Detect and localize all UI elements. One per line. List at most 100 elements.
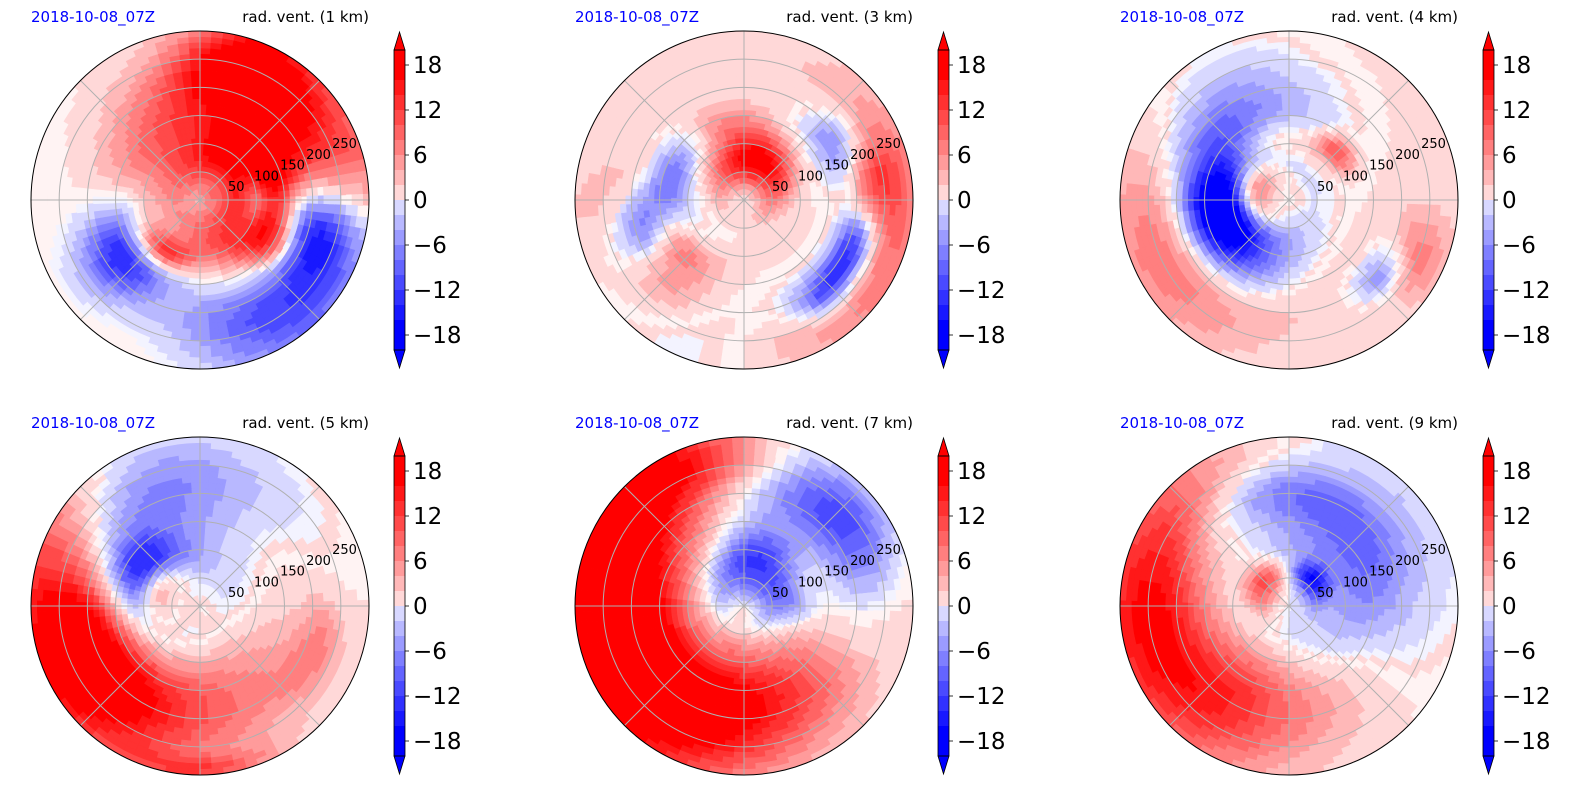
field-cell <box>188 357 201 364</box>
field-cell <box>732 120 740 128</box>
field-cell <box>738 267 745 274</box>
field-cell <box>199 317 209 325</box>
field-cell <box>608 204 616 215</box>
field-cell <box>199 47 211 55</box>
field-cell <box>115 190 122 198</box>
field-cell <box>191 81 201 88</box>
field-cell <box>126 202 134 208</box>
field-cell <box>190 328 201 336</box>
field-cell <box>199 58 211 66</box>
colorbar-band <box>394 110 405 125</box>
field-cell <box>743 289 752 297</box>
colorbar-band <box>394 245 405 260</box>
colorbar-band <box>394 170 405 185</box>
field-cell <box>872 204 880 215</box>
colorbar-band <box>394 155 405 170</box>
field-cell <box>743 53 755 60</box>
field-cell <box>788 194 795 199</box>
field-cell <box>737 283 745 291</box>
field-cell <box>187 362 201 369</box>
field-cell <box>143 201 150 207</box>
field-cell <box>199 81 209 88</box>
field-cell <box>193 109 201 117</box>
field-cell <box>734 328 745 336</box>
field-cell <box>204 272 212 280</box>
colorbar-band <box>394 335 405 350</box>
field-cell <box>743 295 752 302</box>
field-cell <box>350 204 358 217</box>
field-cell <box>189 58 201 66</box>
field-cell <box>199 357 212 364</box>
field-cell <box>199 312 209 319</box>
field-cell <box>199 109 207 117</box>
field-cell <box>730 288 739 296</box>
field-cell <box>195 137 201 145</box>
field-cell <box>103 189 111 198</box>
field-cell <box>109 190 117 198</box>
field-cell <box>750 300 760 308</box>
field-cell <box>278 202 285 210</box>
field-cell <box>98 203 106 211</box>
field-cell <box>743 47 755 55</box>
field-cell <box>189 47 201 55</box>
colorbar-band <box>394 320 405 335</box>
field-cell <box>743 334 755 342</box>
field-cell <box>42 204 50 217</box>
field-cell <box>743 126 750 133</box>
field-cell <box>196 148 201 156</box>
field-cell <box>300 203 308 212</box>
field-cell <box>736 289 745 297</box>
field-cell <box>199 120 206 128</box>
field-cell <box>199 300 208 308</box>
field-cell <box>199 41 212 49</box>
field-cell <box>199 64 210 72</box>
field-cell <box>65 213 73 224</box>
field-cell <box>109 202 117 210</box>
field-cell <box>670 206 678 214</box>
field-cell <box>132 201 139 208</box>
colorbar-band <box>394 275 405 290</box>
field-cell <box>195 143 201 150</box>
colorbar-tick-label: 12 <box>413 98 442 124</box>
field-cell <box>739 137 745 145</box>
field-cell <box>283 202 291 210</box>
field-cell <box>748 261 754 268</box>
field-cell <box>735 143 741 151</box>
colorbar-tick-label: 6 <box>413 143 428 169</box>
field-cell <box>195 255 201 263</box>
field-cell <box>738 261 745 268</box>
field-cell <box>294 189 302 197</box>
field-cell <box>743 250 749 257</box>
field-cell <box>328 204 336 215</box>
field-cell <box>743 92 752 100</box>
field-cell <box>189 345 201 353</box>
field-cell <box>740 148 745 156</box>
field-cell <box>250 193 257 199</box>
field-cell <box>739 143 745 150</box>
field-cell <box>659 190 666 198</box>
field-cell <box>289 202 297 211</box>
field-cell <box>98 189 106 197</box>
field-cell <box>619 186 627 197</box>
field-cell <box>199 323 210 330</box>
field-cell <box>149 201 156 206</box>
field-cell <box>186 104 195 112</box>
field-cell <box>729 98 738 106</box>
colorbar-band <box>394 80 405 95</box>
field-cell <box>805 192 812 199</box>
field-cell <box>199 267 206 274</box>
field-cell <box>743 323 754 330</box>
field-cell <box>115 202 122 210</box>
field-cell <box>188 351 201 359</box>
field-cell <box>194 261 201 268</box>
colorbar-tick-label: 0 <box>413 188 428 214</box>
field-cell <box>42 183 50 196</box>
field-cell <box>345 204 353 217</box>
field-cell <box>47 183 55 196</box>
field-cell <box>193 115 201 122</box>
field-cell <box>810 186 818 194</box>
field-cell <box>743 137 749 145</box>
field-cell <box>199 306 209 313</box>
field-cell <box>866 186 874 196</box>
field-cell <box>199 283 207 291</box>
